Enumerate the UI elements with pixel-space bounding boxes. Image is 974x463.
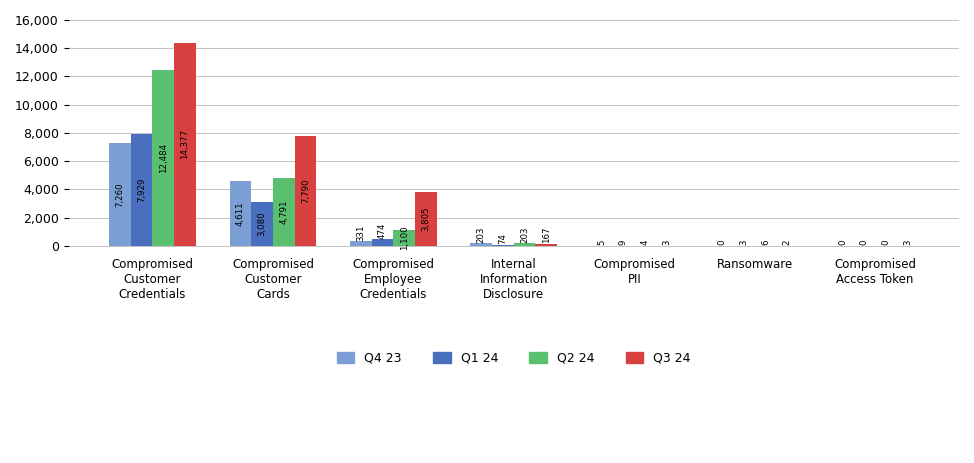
Text: 0: 0 [881,240,890,245]
Bar [230,181,251,246]
Bar [372,239,393,246]
Text: 9: 9 [618,240,628,245]
Bar [131,134,153,246]
Text: 167: 167 [542,226,551,243]
Bar [536,244,557,246]
Text: 5: 5 [597,240,606,245]
Bar [514,243,536,246]
Text: 7,260: 7,260 [115,182,125,207]
Bar [153,69,174,246]
Bar [415,192,436,246]
Text: 3: 3 [739,240,748,245]
Text: 331: 331 [356,224,365,241]
Text: 3: 3 [662,240,671,245]
Bar [109,144,131,246]
Text: 12,484: 12,484 [159,143,168,173]
Text: 474: 474 [378,222,387,239]
Text: 0: 0 [860,240,869,245]
Bar [294,136,317,246]
Bar [273,178,294,246]
Bar [350,241,372,246]
Bar [393,230,415,246]
Text: 6: 6 [761,240,770,245]
Text: 7,929: 7,929 [137,178,146,202]
Bar [492,245,514,246]
Text: 2: 2 [783,240,792,245]
Bar [174,43,196,246]
Bar [470,243,492,246]
Text: 203: 203 [477,226,486,243]
Legend: Q4 23, Q1 24, Q2 24, Q3 24: Q4 23, Q1 24, Q2 24, Q3 24 [332,347,695,370]
Text: 203: 203 [520,226,529,243]
Text: 0: 0 [839,240,847,245]
Text: 4: 4 [641,240,650,245]
Text: 0: 0 [718,240,727,245]
Text: 7,790: 7,790 [301,179,310,203]
Text: 4,611: 4,611 [236,201,244,225]
Text: 4,791: 4,791 [280,200,288,224]
Text: 74: 74 [499,233,507,244]
Text: 3,805: 3,805 [422,206,431,232]
Text: 1,100: 1,100 [399,226,409,250]
Bar [251,202,273,246]
Text: 3,080: 3,080 [257,212,267,237]
Text: 3: 3 [903,240,913,245]
Text: 14,377: 14,377 [180,129,190,159]
